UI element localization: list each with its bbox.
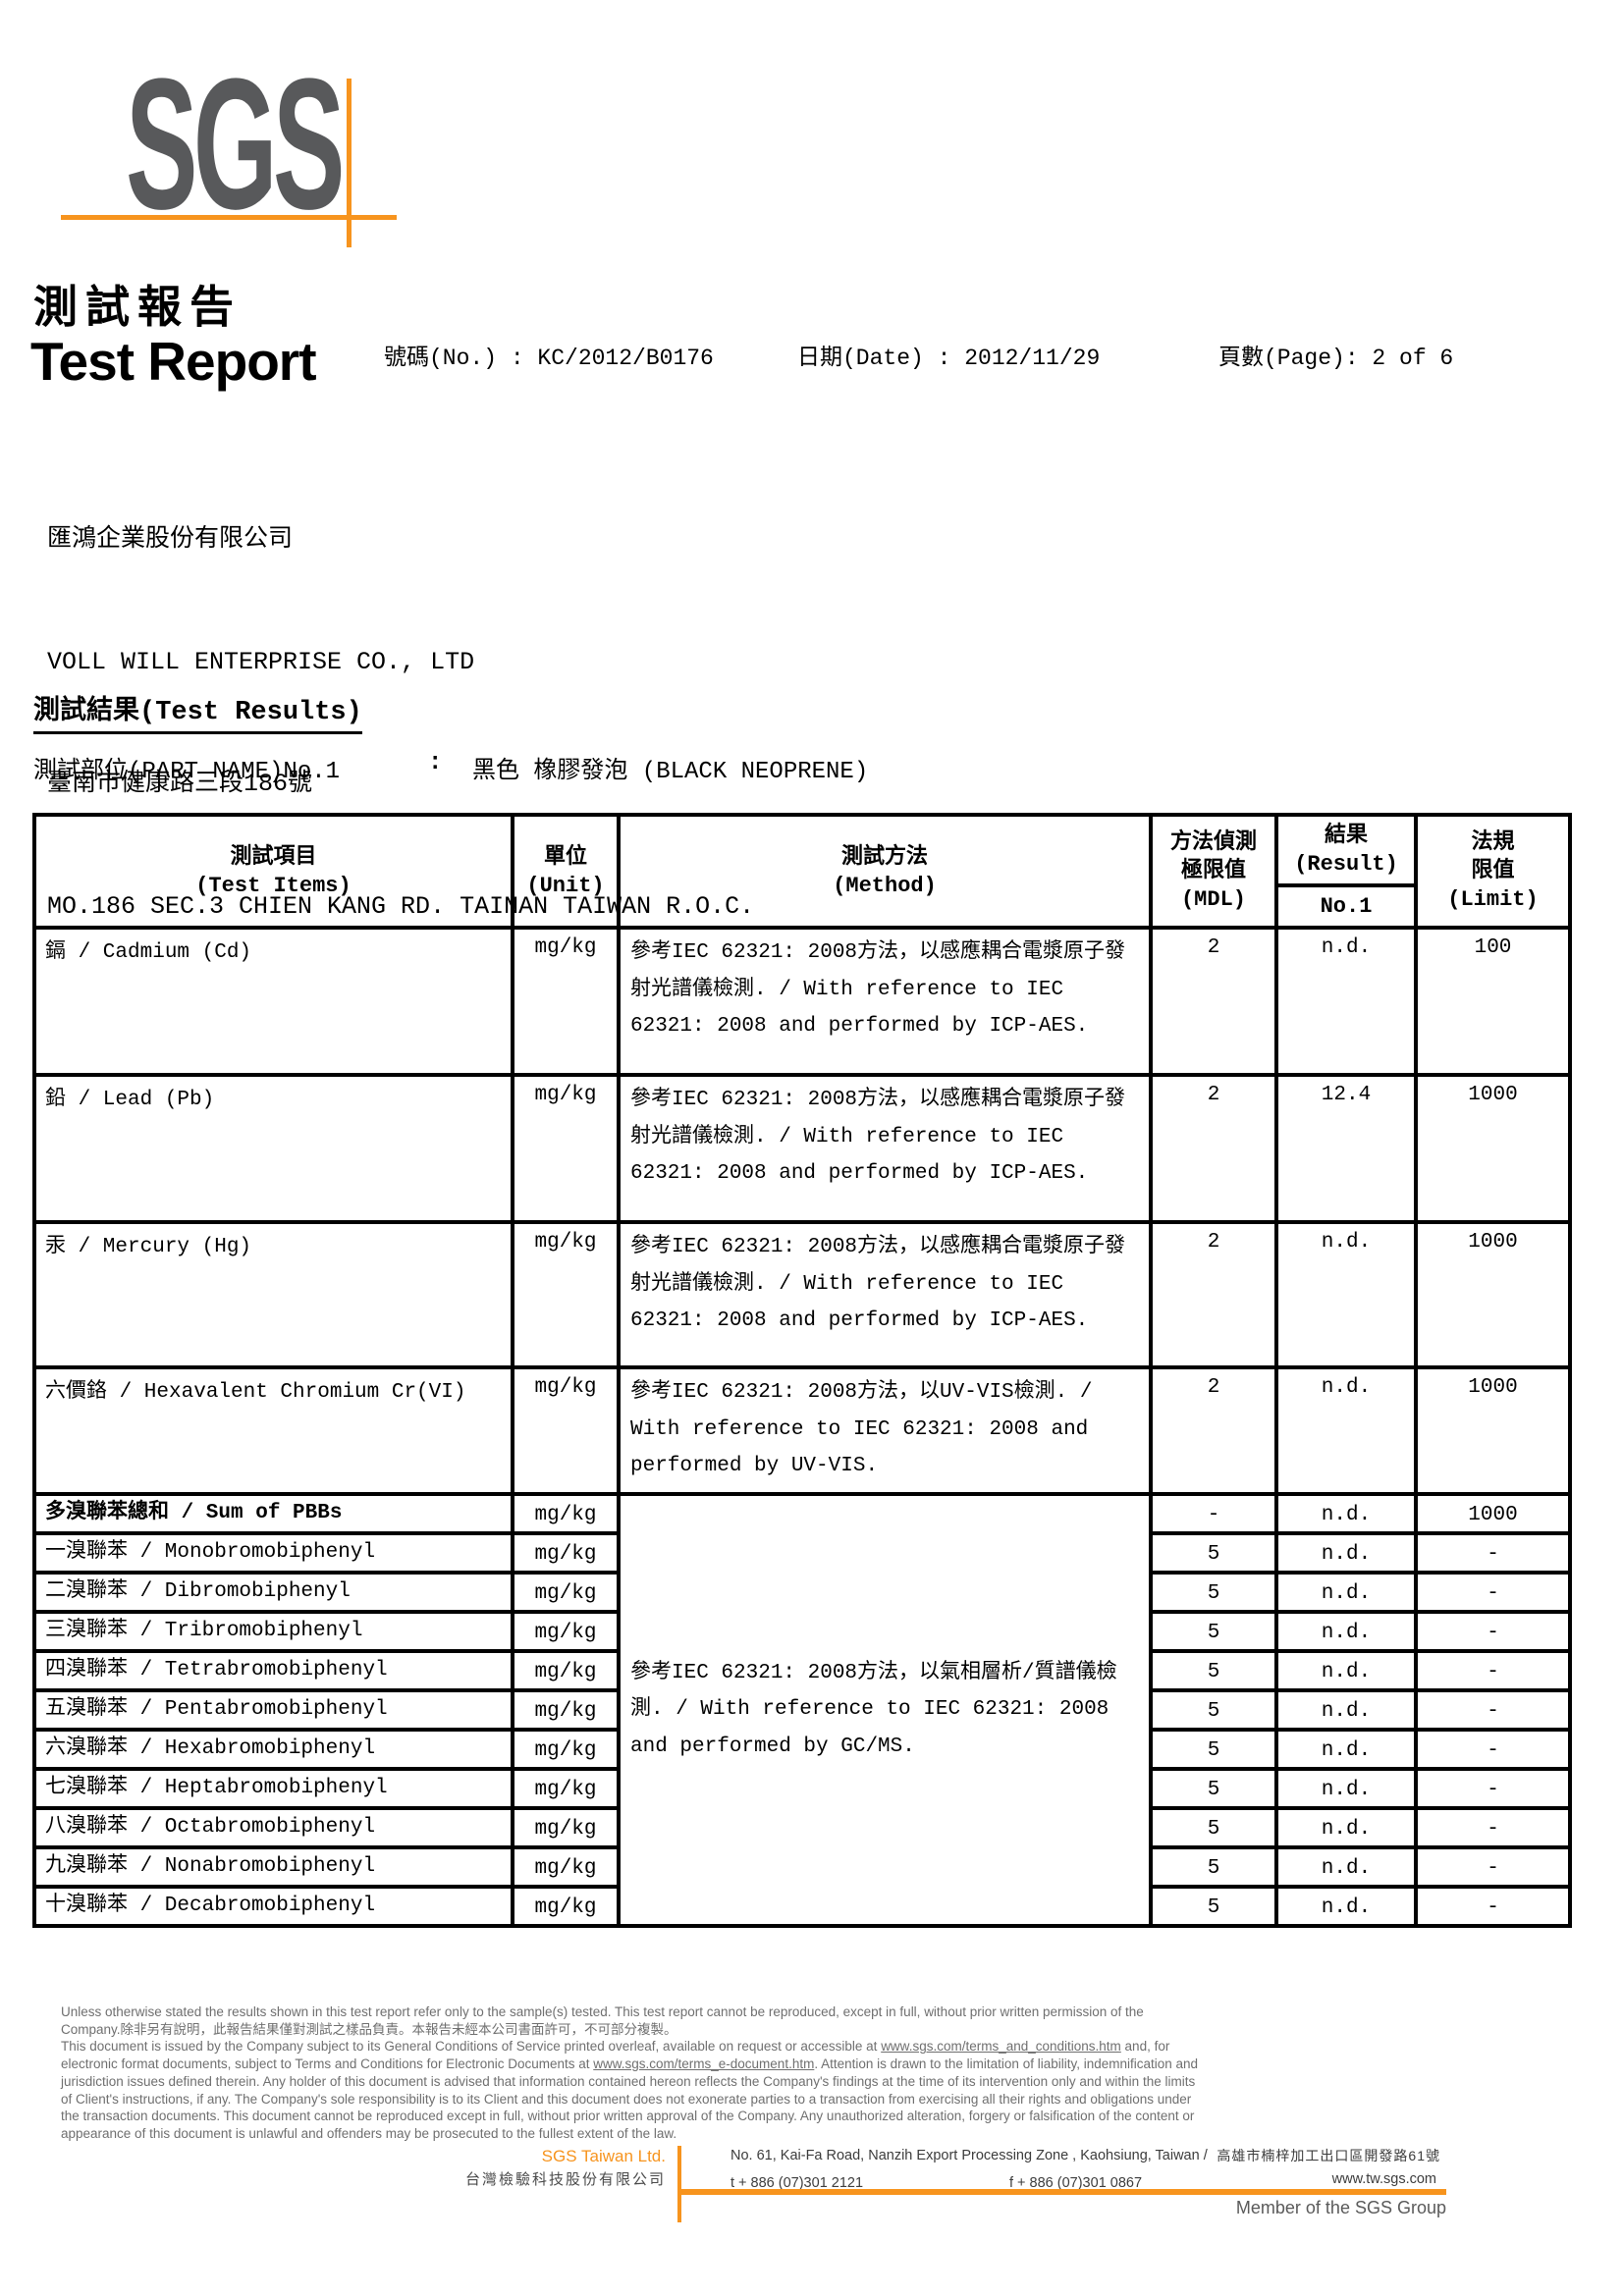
table-row-lead: 鉛 / Lead (Pb) mg/kg 參考IEC 62321: 2008方法，… — [32, 1073, 1572, 1224]
footer-horizontal-rule — [680, 2189, 1446, 2195]
footer-address-zh: 高雄市楠梓加工出口區開發路61號 — [1217, 2148, 1440, 2163]
disclaimer-line: of Client's instructions, if any. The Co… — [61, 2091, 1192, 2107]
results-table: 測試項目 (Test Items) 單位 (Unit) 測試方法 (Method… — [32, 813, 1572, 1928]
terms-e-document-link[interactable]: www.sgs.com/terms_e-document.htm — [593, 2056, 815, 2072]
table-row-octabromobiphenyl: 八溴聯苯 / Octabromobiphenyl mg/kg 5 n.d. - — [32, 1806, 1572, 1849]
disclaimer-line: the transaction documents. This document… — [61, 2109, 1195, 2124]
method-gcms-merged-cell: 參考IEC 62321: 2008方法，以氣相層析/質譜儀檢測. / With … — [617, 1492, 1153, 1928]
footer-disclaimer: Unless otherwise stated the results show… — [61, 2003, 1483, 2143]
table-row-monobromobiphenyl: 一溴聯苯 / Monobromobiphenyl mg/kg 5 n.d. - — [32, 1531, 1572, 1575]
terms-and-conditions-link[interactable]: www.sgs.com/terms_and_conditions.htm — [881, 2039, 1121, 2055]
col-header-method: 測試方法 (Method) — [617, 813, 1153, 930]
disclaimer-line: appearance of this document is unlawful … — [61, 2125, 677, 2141]
disclaimer-line: This document is issued by the Company s… — [61, 2039, 1170, 2055]
table-row-hexavalent-chromium: 六價鉻 / Hexavalent Chromium Cr(VI) mg/kg 參… — [32, 1365, 1572, 1496]
table-row-dibromobiphenyl: 二溴聯苯 / Dibromobiphenyl mg/kg 5 n.d. - — [32, 1571, 1572, 1614]
table-row-heptabromobiphenyl: 七溴聯苯 / Heptabromobiphenyl mg/kg 5 n.d. - — [32, 1767, 1572, 1810]
sgs-logo: SGS — [126, 40, 345, 248]
disclaimer-line: jurisdiction issues defined therein. Any… — [61, 2073, 1196, 2089]
table-row-decabromobiphenyl: 十溴聯苯 / Decabromobiphenyl mg/kg 5 n.d. - — [32, 1885, 1572, 1928]
table-row-sum-of-pbbs: 多溴聯苯總和 / Sum of PBBs mg/kg 參考IEC 62321: … — [32, 1492, 1572, 1928]
report-title-en: Test Report — [30, 331, 317, 392]
col-header-mdl: 方法偵測 極限值 (MDL) — [1149, 813, 1278, 930]
footer-telephone: t + 886 (07)301 2121 — [730, 2175, 864, 2191]
report-page-count: 頁數(Page): 2 of 6 — [1218, 346, 1454, 371]
disclaimer-line: electronic format documents, subject to … — [61, 2056, 1199, 2072]
table-row-nonabromobiphenyl: 九溴聯苯 / Nonabromobiphenyl mg/kg 5 n.d. - — [32, 1845, 1572, 1889]
col-header-unit: 單位 (Unit) — [511, 813, 621, 930]
footer-website-link[interactable]: www.tw.sgs.com — [1331, 2171, 1436, 2187]
table-row-cadmium: 鎘 / Cadmium (Cd) mg/kg 參考IEC 62321: 2008… — [32, 926, 1572, 1077]
table-row-mercury: 汞 / Mercury (Hg) mg/kg 參考IEC 62321: 2008… — [32, 1220, 1572, 1369]
footer-fax: f + 886 (07)301 0867 — [1009, 2175, 1143, 2191]
report-number: 號碼(No.) : KC/2012/B0176 — [384, 346, 714, 371]
part-name-value: 黑色 橡膠發泡 (BLACK NEOPRENE) — [472, 759, 869, 785]
test-results-heading: 測試結果(Test Results) — [33, 688, 362, 734]
footer-address-en: No. 61, Kai-Fa Road, Nanzih Export Proce… — [730, 2148, 1208, 2163]
col-header-limit: 法規 限值 (Limit) — [1414, 813, 1572, 930]
footer-vertical-rule — [677, 2146, 681, 2222]
report-date: 日期(Date) : 2012/11/29 — [797, 346, 1101, 371]
disclaimer-line: Company.除非另有說明，此報告結果僅對測試之樣品負責。本報告未經本公司書面… — [61, 2021, 677, 2037]
col-header-result: 結果 (Result) No.1 — [1274, 813, 1418, 930]
table-row-tribromobiphenyl: 三溴聯苯 / Tribromobiphenyl mg/kg 5 n.d. - — [32, 1610, 1572, 1653]
footer-company-name-en: SGS Taiwan Ltd. — [541, 2147, 666, 2165]
logo-horizontal-rule — [61, 215, 397, 220]
client-address-zh: 臺南市健康路三段186號 — [47, 770, 313, 798]
report-title-zh: 測試報告 — [33, 283, 243, 332]
client-name-en: VOLL WILL ENTERPRISE CO., LTD — [47, 647, 475, 676]
footer-company-name-zh: 台灣檢驗科技股份有限公司 — [464, 2171, 666, 2188]
footer-member-of-sgs-group: Member of the SGS Group — [1235, 2198, 1446, 2217]
col-header-test-items: 測試項目 (Test Items) — [32, 813, 514, 930]
table-row-pentabromobiphenyl: 五溴聯苯 / Pentabromobiphenyl mg/kg 5 n.d. - — [32, 1688, 1572, 1732]
part-name-label: 測試部位(PART NAME)No.1 — [33, 759, 341, 785]
table-row-hexabromobiphenyl: 六溴聯苯 / Hexabromobiphenyl mg/kg 5 n.d. - — [32, 1728, 1572, 1771]
logo-vertical-rule — [347, 79, 352, 247]
part-name-colon: : — [428, 750, 443, 776]
table-row-tetrabromobiphenyl: 四溴聯苯 / Tetrabromobiphenyl mg/kg 5 n.d. - — [32, 1649, 1572, 1692]
results-table-wrapper: 測試項目 (Test Items) 單位 (Unit) 測試方法 (Method… — [32, 813, 1572, 1928]
disclaimer-line: Unless otherwise stated the results show… — [61, 2004, 1144, 2019]
client-name-zh: 匯鴻企業股份有限公司 — [47, 525, 294, 554]
result-sample-no: No.1 — [1320, 894, 1373, 919]
table-header-row: 測試項目 (Test Items) 單位 (Unit) 測試方法 (Method… — [32, 813, 1572, 930]
